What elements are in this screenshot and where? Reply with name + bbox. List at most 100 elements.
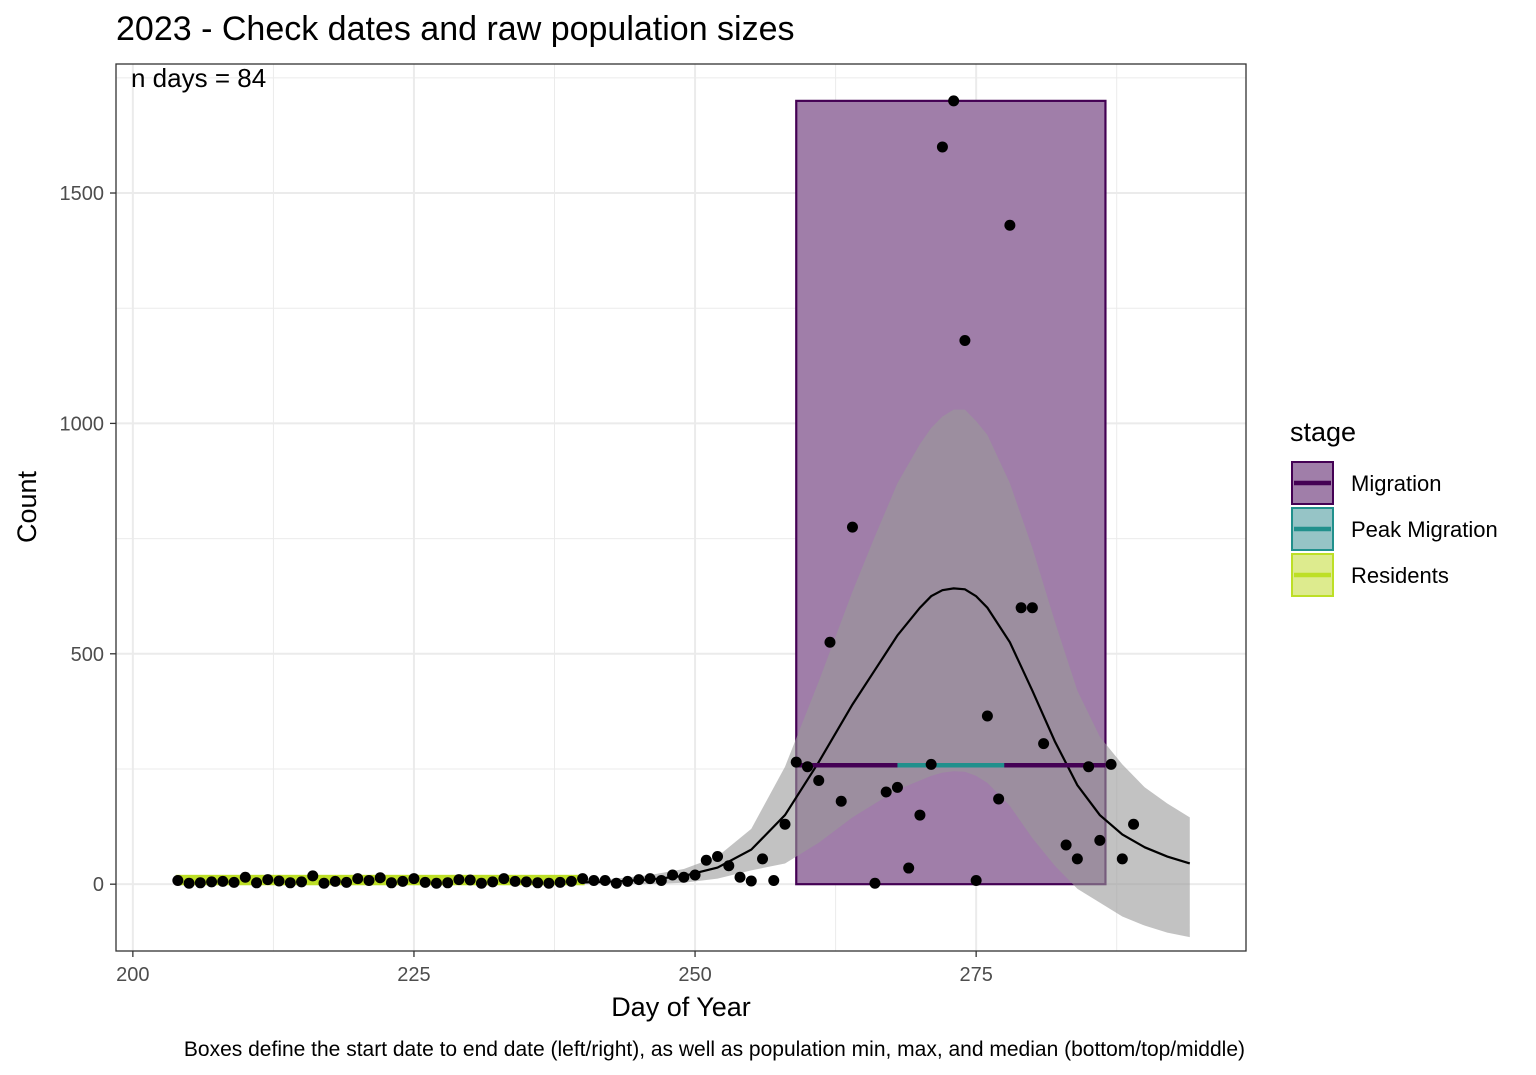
data-point <box>340 876 352 888</box>
data-point <box>307 870 319 882</box>
data-point <box>318 877 330 889</box>
data-point <box>1004 219 1016 231</box>
data-point <box>262 874 274 886</box>
data-point <box>846 521 858 533</box>
data-point <box>487 876 499 888</box>
data-point <box>948 95 960 107</box>
data-point <box>532 877 544 889</box>
data-point <box>1026 602 1038 614</box>
y-axis: 0 500 1000 1500 <box>60 183 116 896</box>
data-point <box>419 876 431 888</box>
data-point <box>610 877 622 889</box>
data-point <box>936 141 948 153</box>
data-point <box>622 875 634 887</box>
data-point <box>442 877 454 889</box>
data-point <box>183 877 195 889</box>
data-point <box>745 875 757 887</box>
y-axis-title: Count <box>12 470 42 543</box>
data-point <box>475 877 487 889</box>
data-point <box>667 869 679 881</box>
data-point <box>734 871 746 883</box>
x-tick-label: 200 <box>116 964 149 986</box>
data-point <box>700 854 712 866</box>
legend-label: Peak Migration <box>1351 517 1498 542</box>
data-point <box>970 875 982 887</box>
x-axis: 200 225 250 275 <box>116 951 993 986</box>
data-point <box>914 809 926 821</box>
ribbon-layer <box>582 409 1190 938</box>
data-point <box>554 876 566 888</box>
data-point <box>239 871 251 883</box>
data-point <box>1128 818 1140 830</box>
legend-label: Residents <box>1351 563 1449 588</box>
data-point <box>385 877 397 889</box>
data-point <box>206 876 218 888</box>
data-point <box>453 874 465 886</box>
y-tick-label: 500 <box>71 644 104 666</box>
n-days-annotation: n days = 84 <box>131 63 266 93</box>
data-point <box>1116 853 1128 865</box>
data-point <box>993 793 1005 805</box>
data-point <box>363 875 375 887</box>
data-point <box>689 869 701 881</box>
data-point <box>1071 853 1083 865</box>
data-point <box>959 334 971 346</box>
data-point <box>251 877 263 889</box>
legend-title: stage <box>1290 417 1356 447</box>
data-point <box>217 875 229 887</box>
data-point <box>869 877 881 889</box>
data-point <box>374 872 386 884</box>
data-point <box>712 851 724 863</box>
data-point <box>835 795 847 807</box>
data-point <box>599 875 611 887</box>
data-point <box>498 873 510 885</box>
y-tick-label: 1500 <box>60 183 105 205</box>
data-point <box>768 875 780 887</box>
data-point <box>981 710 993 722</box>
confidence-ribbon <box>582 409 1190 938</box>
data-point <box>903 862 915 874</box>
data-point <box>1060 839 1072 851</box>
data-point <box>509 875 521 887</box>
data-point <box>284 877 296 889</box>
data-point <box>329 875 341 887</box>
legend-label: Migration <box>1351 471 1441 496</box>
data-point <box>172 875 184 887</box>
data-point <box>880 786 892 798</box>
data-point <box>633 874 645 886</box>
data-point <box>790 756 802 768</box>
data-point <box>813 775 825 787</box>
chart-caption: Boxes define the start date to end date … <box>184 1038 1245 1061</box>
y-tick-label: 1000 <box>60 413 105 435</box>
data-point <box>891 781 903 793</box>
y-tick-label: 0 <box>93 874 104 896</box>
data-point <box>824 636 836 648</box>
data-point <box>1094 834 1106 846</box>
data-point <box>577 873 589 885</box>
data-point <box>352 873 364 885</box>
data-point <box>296 876 308 888</box>
data-point <box>228 876 240 888</box>
points-layer <box>172 95 1140 889</box>
data-point <box>779 818 791 830</box>
data-point <box>1015 602 1027 614</box>
data-point <box>723 860 735 872</box>
data-point <box>397 875 409 887</box>
data-point <box>1105 758 1117 770</box>
data-point <box>565 875 577 887</box>
x-tick-label: 225 <box>397 964 430 986</box>
data-point <box>588 875 600 887</box>
data-point <box>1038 738 1050 750</box>
data-point <box>1083 761 1095 773</box>
data-point <box>520 876 532 888</box>
chart-title: 2023 - Check dates and raw population si… <box>116 10 795 48</box>
x-tick-label: 275 <box>959 964 992 986</box>
data-point <box>464 874 476 886</box>
data-point <box>925 758 937 770</box>
data-point <box>655 875 667 887</box>
data-point <box>644 873 656 885</box>
data-point <box>757 853 769 865</box>
data-point <box>678 871 690 883</box>
plot-border <box>115 63 1247 952</box>
